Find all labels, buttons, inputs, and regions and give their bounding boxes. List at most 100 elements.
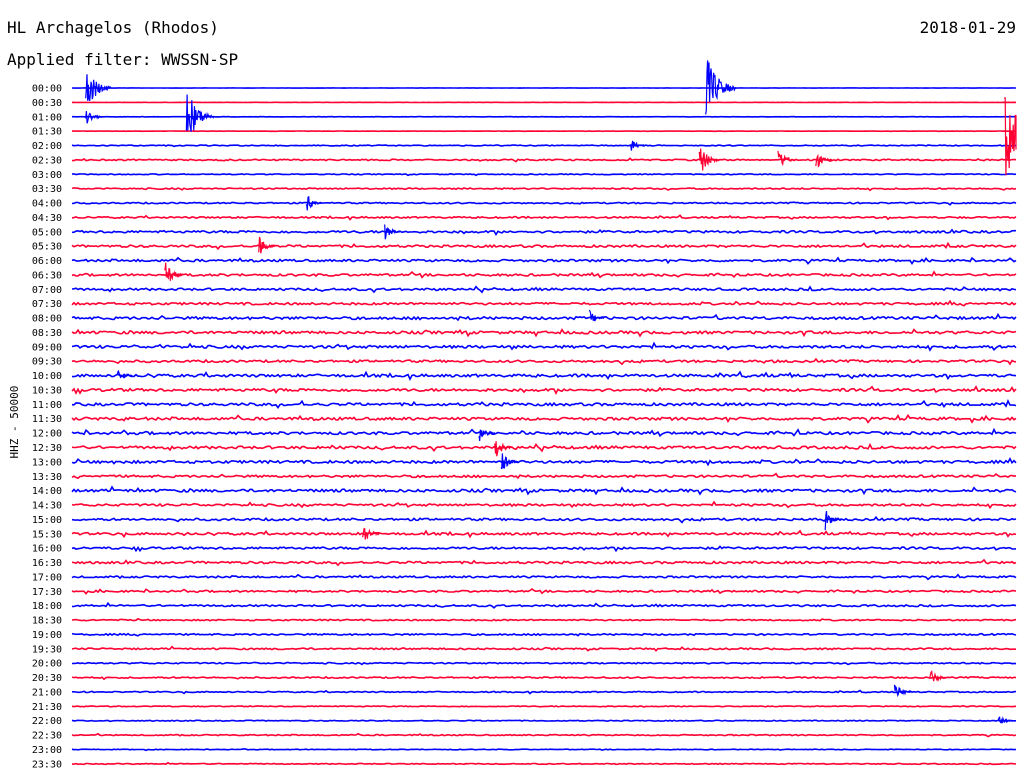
trace-row (71, 719, 1016, 723)
row-label: 22:00 (32, 716, 62, 727)
row-label: 12:30 (32, 443, 62, 454)
row-label: 04:00 (32, 199, 62, 210)
trace-row (71, 515, 1017, 524)
trace-row (71, 341, 1017, 352)
row-time-labels: 00:00 00:30 01:00 01:30 02:00 02:30 03:00 03:30… (32, 84, 62, 771)
trace-row (72, 370, 1017, 382)
station-title: HL Archagelos (Rhodos) (7, 18, 219, 37)
trace-row (71, 545, 1017, 553)
trace-row (71, 328, 1017, 338)
row-label: 22:30 (32, 731, 62, 742)
row-label: 20:00 (32, 659, 62, 670)
trace-row (71, 645, 1016, 652)
row-label: 17:00 (32, 572, 62, 583)
row-label: 18:30 (32, 616, 62, 627)
row-label: 06:30 (32, 270, 62, 281)
row-label: 07:00 (32, 285, 62, 296)
trace-row (71, 747, 1017, 752)
row-label: 23:30 (32, 759, 62, 770)
trace-row (71, 214, 1017, 221)
row-label: 08:30 (32, 328, 62, 339)
row-label: 00:00 (32, 84, 62, 95)
trace-row (72, 761, 1017, 766)
event-burst (997, 716, 1014, 724)
row-label: 14:00 (32, 486, 62, 497)
event-burst (362, 528, 381, 540)
trace-row (71, 632, 1017, 637)
event-burst (494, 441, 513, 457)
filter-label: Applied filter: WWSSN-SP (7, 50, 239, 69)
event-burst (185, 94, 215, 132)
trace-row (71, 228, 1016, 237)
trace-row (71, 144, 1017, 148)
trace-row (71, 285, 1017, 294)
row-label: 11:30 (32, 414, 62, 425)
row-label: 05:00 (32, 227, 62, 238)
event-burst (815, 153, 832, 168)
event-burst (588, 309, 605, 322)
row-label: 15:30 (32, 529, 62, 540)
row-label: 01:30 (32, 127, 62, 138)
trace-row (71, 256, 1017, 265)
trace-row (71, 617, 1017, 622)
row-label: 18:00 (32, 601, 62, 612)
event-burst (698, 148, 720, 171)
trace-row (71, 705, 1017, 708)
row-label: 10:00 (32, 371, 62, 382)
trace-row (71, 413, 1017, 424)
trace-row (71, 485, 1017, 496)
trace-row (71, 312, 1017, 322)
trace-row (71, 241, 1017, 251)
row-label: 19:00 (32, 630, 62, 641)
seismic-events (85, 60, 1017, 724)
row-label: 16:00 (32, 544, 62, 555)
event-burst (1004, 97, 1017, 176)
row-label: 03:00 (32, 170, 62, 181)
row-label: 21:00 (32, 687, 62, 698)
row-label: 16:30 (32, 558, 62, 569)
trace-row (71, 172, 1017, 177)
trace-row (71, 573, 1017, 581)
row-label: 01:00 (32, 112, 62, 123)
trace-row (71, 442, 1017, 453)
event-burst (928, 670, 946, 682)
row-label: 13:00 (32, 457, 62, 468)
trace-row (71, 427, 1017, 438)
trace-row (71, 357, 1017, 366)
trace-row (71, 529, 1017, 539)
row-label: 03:30 (32, 184, 62, 195)
date-label: 2018-01-29 (919, 18, 1016, 37)
trace-row (71, 601, 1017, 609)
row-label: 04:30 (32, 213, 62, 224)
event-burst (478, 429, 496, 441)
trace-row (71, 270, 1017, 279)
event-burst (384, 224, 400, 240)
trace-row (71, 500, 1017, 510)
trace-row (71, 732, 1017, 738)
event-burst (163, 262, 184, 281)
event-burst (893, 684, 911, 698)
row-label: 06:00 (32, 256, 62, 267)
row-label: 00:30 (32, 98, 62, 109)
trace-row (71, 456, 1017, 467)
trace-row (71, 299, 1017, 307)
event-burst (500, 453, 519, 470)
event-burst (85, 74, 112, 102)
row-label: 08:00 (32, 314, 62, 325)
trace-row (71, 588, 1017, 595)
trace-row (71, 187, 1017, 192)
trace-row (71, 399, 1017, 409)
trace-row (71, 558, 1017, 567)
row-label: 23:00 (32, 745, 62, 756)
row-label: 02:00 (32, 141, 62, 152)
row-label: 13:30 (32, 472, 62, 483)
row-label: 14:30 (32, 501, 62, 512)
row-label: 21:30 (32, 702, 62, 713)
event-burst (116, 369, 133, 379)
trace-row (71, 675, 1016, 681)
row-label: 02:30 (32, 155, 62, 166)
trace-row (71, 661, 1017, 666)
event-burst (629, 140, 646, 151)
row-label: 10:30 (32, 385, 62, 396)
